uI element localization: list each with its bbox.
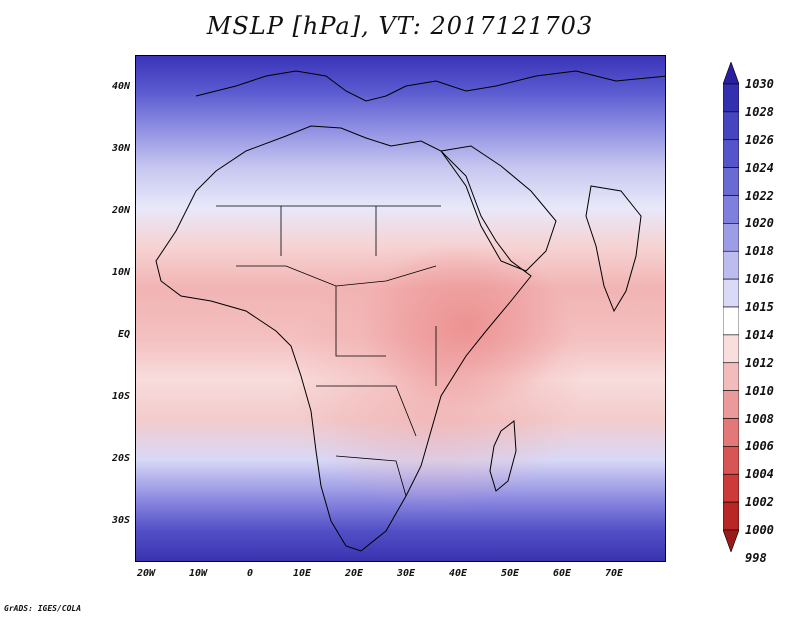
india-coastline xyxy=(585,185,642,313)
colorbar-label: 1026 xyxy=(745,132,774,147)
lon-label-40e: 40E xyxy=(448,568,468,579)
colorbar-label: 1000 xyxy=(745,523,774,537)
colorbar-label: 1015 xyxy=(745,300,774,314)
lat-label-20s: 20S xyxy=(111,453,130,464)
colorbar-swatch xyxy=(723,139,739,168)
colorbar-swatch xyxy=(723,473,739,503)
colorbar-swatch xyxy=(723,501,739,531)
colorbar-label: 1022 xyxy=(745,188,774,203)
colorbar-swatch xyxy=(723,83,739,113)
lon-label-20e: 20E xyxy=(344,568,364,579)
arabia-coastline xyxy=(440,145,557,272)
colorbar-label: 1020 xyxy=(745,216,774,231)
lat-label-eq: EQ xyxy=(117,329,130,340)
colorbar-label: 998 xyxy=(745,550,767,565)
lat-label-20n: 20N xyxy=(111,205,130,216)
mslp-map xyxy=(135,55,666,562)
colorbar-label: 1010 xyxy=(745,383,774,398)
colorbar-label: 1024 xyxy=(745,160,774,175)
lat-label-10n: 10N xyxy=(111,267,130,278)
lon-label-10w: 10W xyxy=(188,568,208,579)
lon-label-0: 0 xyxy=(246,568,254,579)
colorbar-top-arrow xyxy=(723,62,739,85)
country-borders xyxy=(216,205,441,497)
colorbar-swatch xyxy=(723,278,739,308)
grads-credit: GrADS: IGES/COLA xyxy=(4,604,82,613)
lat-label-30n: 30N xyxy=(111,143,130,154)
colorbar-swatch xyxy=(723,167,739,196)
colorbar-bottom-arrow xyxy=(723,529,739,552)
colorbar-label: 1004 xyxy=(745,467,774,482)
europe-coastline xyxy=(195,70,665,102)
colorbar-label: 1012 xyxy=(745,355,774,370)
africa-outline-svg xyxy=(155,70,665,552)
lon-label-60e: 60E xyxy=(552,568,572,579)
colorbar-label: 1014 xyxy=(745,327,774,342)
colorbar-swatch xyxy=(723,111,739,141)
colorbar-label: 1002 xyxy=(745,495,774,510)
colorbar-label: 1006 xyxy=(745,439,774,454)
lat-label-40n: 40N xyxy=(111,81,130,92)
lon-label-20w: 20W xyxy=(136,568,156,579)
colorbar-swatch xyxy=(723,195,739,224)
lon-label-10e: 10E xyxy=(292,568,312,579)
colorbar-label: 1008 xyxy=(745,411,774,426)
lon-label-30e: 30E xyxy=(396,568,416,579)
lat-label-30s: 30S xyxy=(111,515,130,526)
colorbar-swatch xyxy=(723,446,739,475)
lon-label-50e: 50E xyxy=(500,568,520,579)
colorbar-label: 1018 xyxy=(745,244,774,259)
map-title: MSLP [hPa], VT: 2017121703 xyxy=(206,12,594,40)
colorbar-label: 1030 xyxy=(745,77,774,91)
colorbar-swatch xyxy=(723,390,739,419)
lat-label-10s: 10S xyxy=(111,391,130,402)
colorbar-label: 1028 xyxy=(745,104,774,119)
colorbar xyxy=(723,62,739,552)
africa-coastline xyxy=(155,125,532,552)
colorbar-label: 1016 xyxy=(745,272,774,287)
colorbar-swatch xyxy=(723,223,739,252)
colorbar-swatch xyxy=(723,418,739,447)
madagascar-coastline xyxy=(489,420,517,492)
colorbar-swatch xyxy=(723,306,739,336)
lon-label-70e: 70E xyxy=(604,568,624,579)
colorbar-swatch xyxy=(723,334,739,364)
colorbar-swatch xyxy=(723,250,739,280)
colorbar-swatch xyxy=(723,362,739,391)
